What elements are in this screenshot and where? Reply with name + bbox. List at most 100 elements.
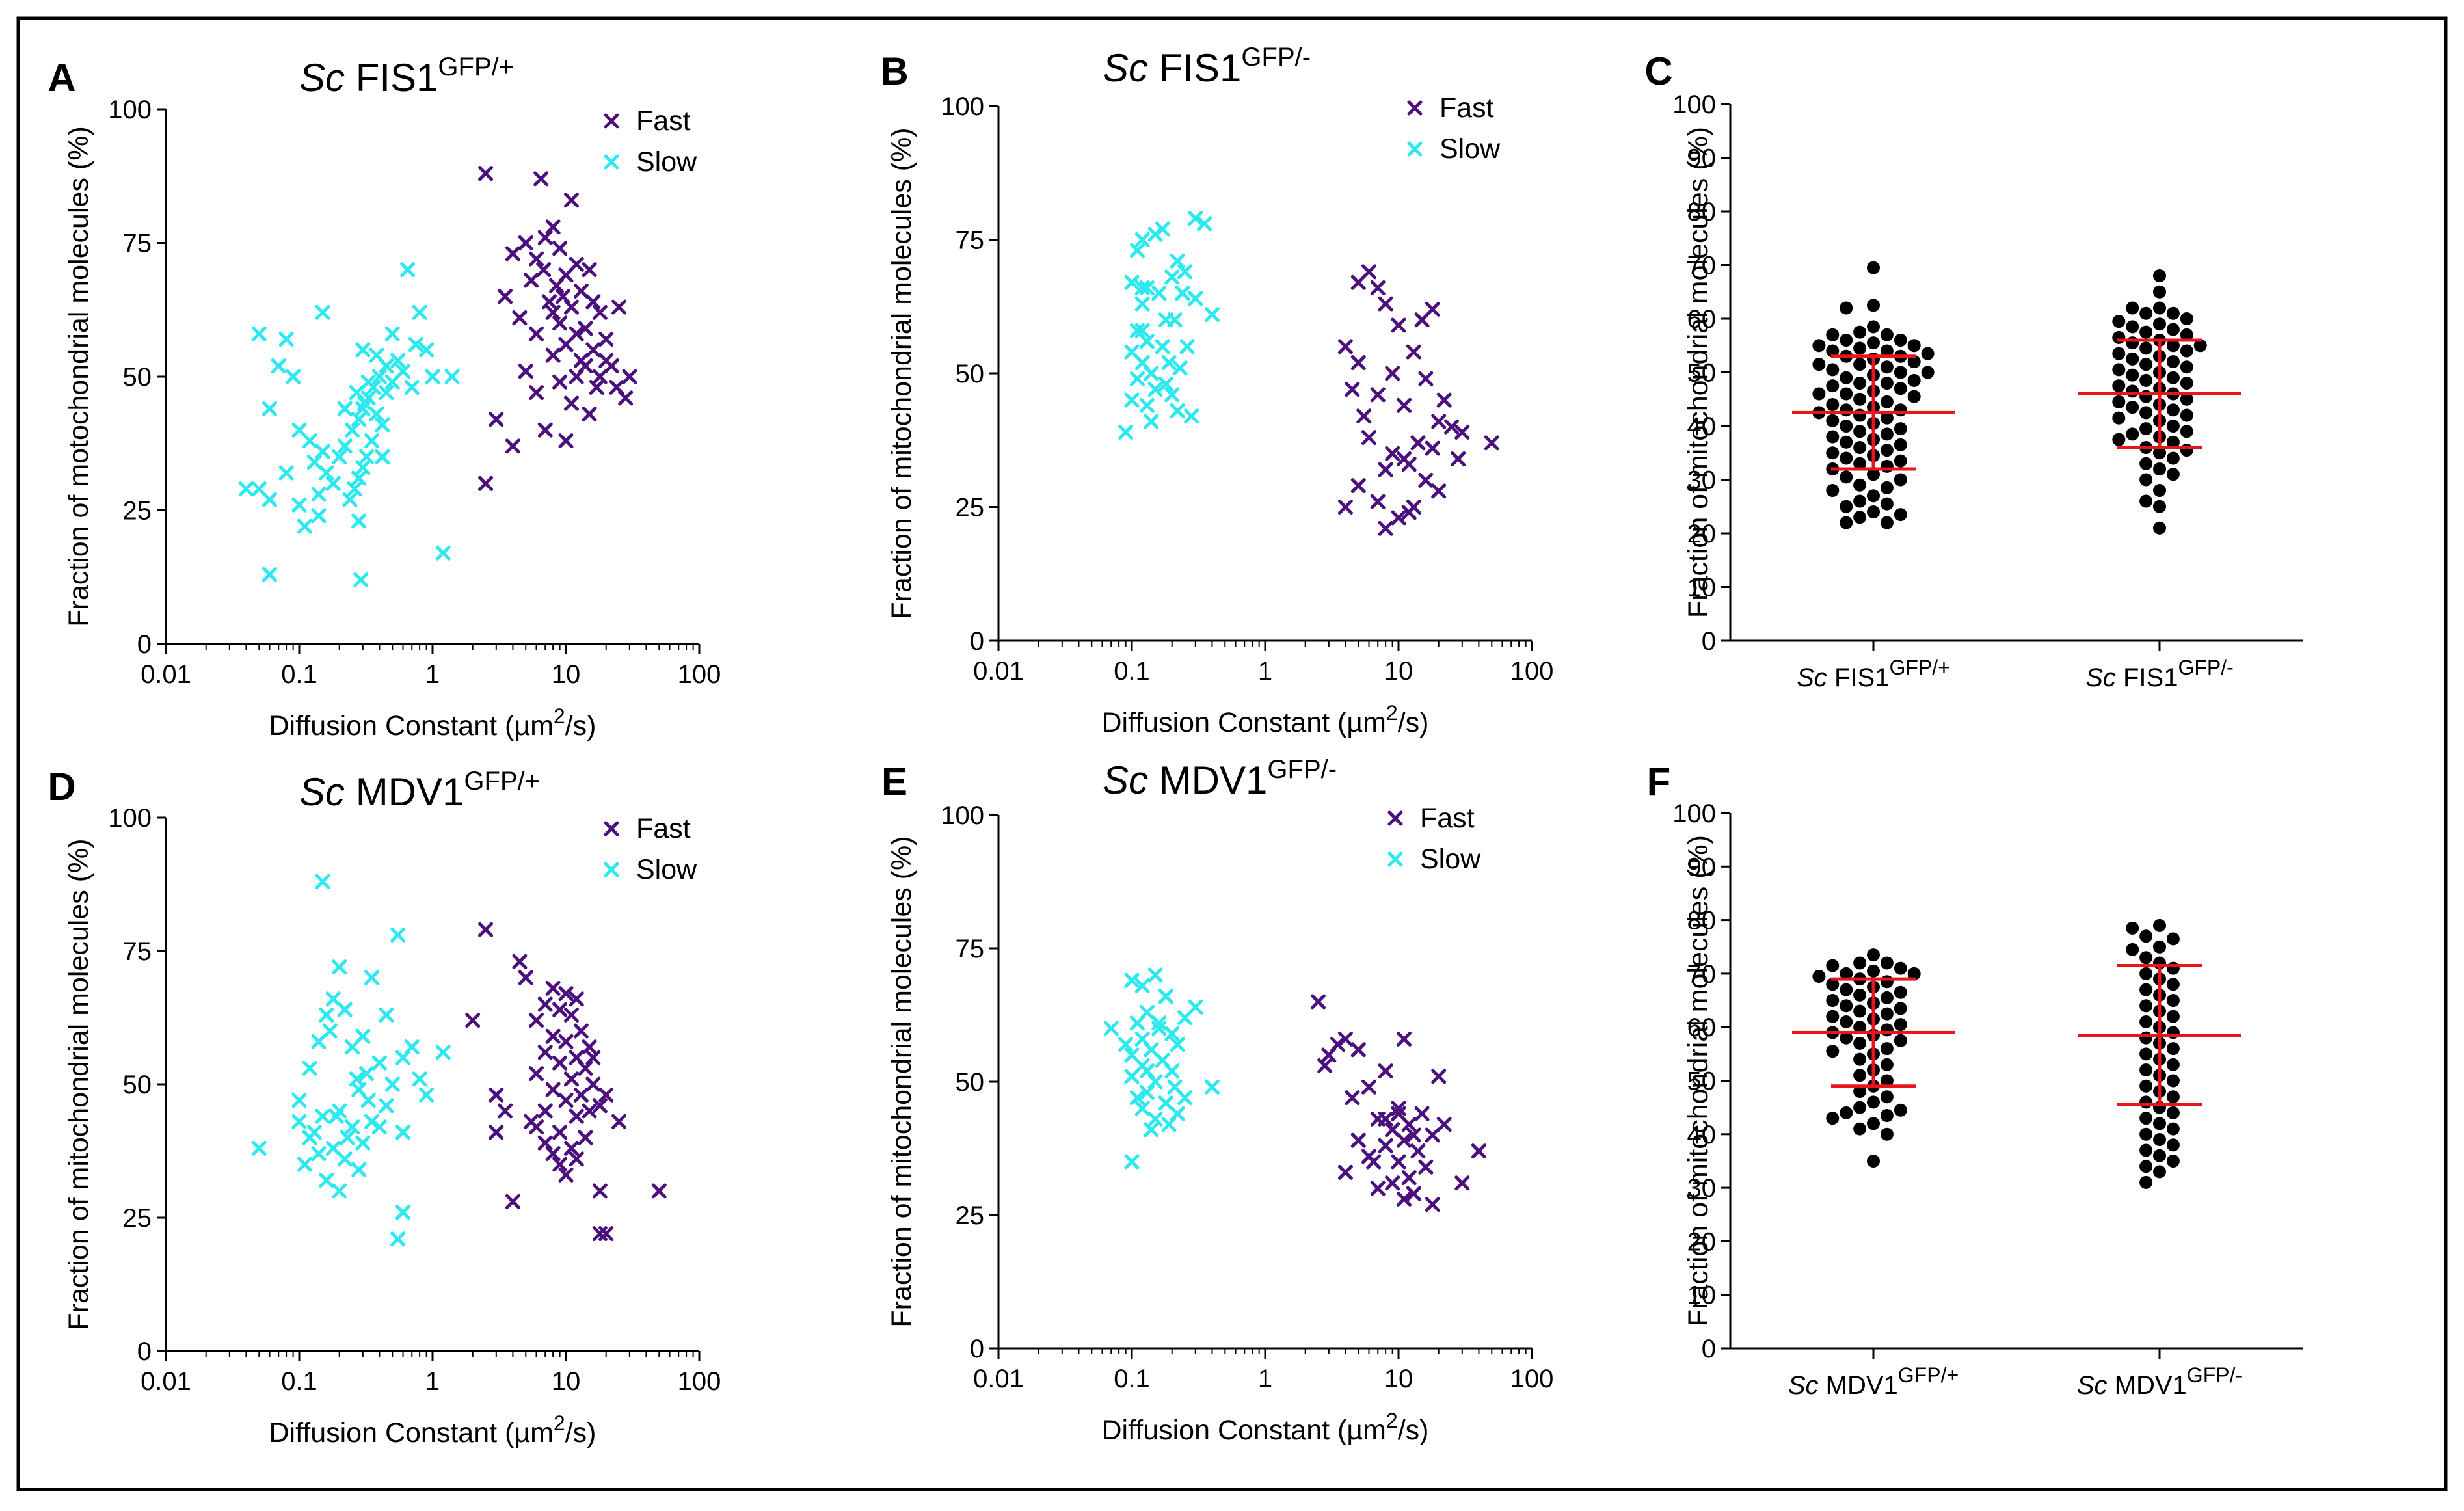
data-point bbox=[1337, 1164, 1353, 1180]
data-point bbox=[1164, 387, 1180, 403]
data-point bbox=[1880, 956, 1894, 970]
data-point bbox=[1921, 366, 1935, 379]
data-point bbox=[419, 1087, 435, 1103]
data-point bbox=[1418, 1159, 1434, 1175]
data-point bbox=[1894, 1034, 1907, 1047]
data-point bbox=[478, 475, 494, 491]
data-point bbox=[2112, 363, 2126, 377]
panel-b: B Sc FIS1GFP/- 0 25 50 75 100 0.01 0.1 1 10 100 Diff… bbox=[880, 43, 1553, 738]
data-point bbox=[585, 1076, 601, 1092]
y-tick-label: 30 bbox=[1687, 466, 1717, 495]
data-point bbox=[1880, 444, 1894, 457]
data-point bbox=[578, 1060, 593, 1076]
data-point bbox=[1853, 478, 1867, 492]
data-point bbox=[1431, 414, 1447, 429]
data-point bbox=[1356, 408, 1372, 424]
panel-title: Sc FIS1GFP/+ bbox=[299, 53, 514, 100]
data-point bbox=[1894, 454, 1907, 468]
data-point bbox=[622, 369, 637, 384]
data-point bbox=[505, 438, 520, 454]
data-point bbox=[2139, 406, 2153, 420]
data-point bbox=[569, 326, 584, 341]
data-point bbox=[1184, 408, 1199, 424]
data-point bbox=[1907, 390, 1921, 403]
data-point bbox=[2153, 500, 2166, 513]
data-point bbox=[1425, 440, 1440, 456]
data-point bbox=[1880, 497, 1894, 511]
data-point bbox=[1385, 1122, 1400, 1138]
data-point bbox=[1177, 264, 1193, 280]
y-tick-label: 30 bbox=[1687, 1174, 1717, 1203]
legend-label-slow: Slow bbox=[1440, 133, 1501, 165]
y-tick-label: 50 bbox=[956, 1068, 985, 1097]
x-tick-label: 100 bbox=[1510, 657, 1554, 686]
data-point bbox=[2166, 1042, 2180, 1056]
data-point bbox=[2180, 312, 2193, 325]
data-point bbox=[2112, 411, 2126, 425]
data-point bbox=[1867, 1117, 1880, 1130]
data-point bbox=[1867, 336, 1880, 350]
data-point bbox=[545, 1146, 561, 1162]
data-point bbox=[1406, 1186, 1421, 1201]
panel-title: Sc FIS1GFP/- bbox=[1103, 43, 1311, 90]
data-point bbox=[1853, 1052, 1867, 1066]
data-point bbox=[1425, 1127, 1440, 1143]
data-point bbox=[271, 358, 286, 374]
data-point bbox=[1867, 1154, 1880, 1168]
data-point bbox=[1853, 1004, 1867, 1018]
y-axis-label: Fraction of mitochondrial molecules (%) bbox=[886, 127, 917, 619]
x-axis-label: Diffusion Constant (µm2/s) bbox=[1101, 701, 1428, 738]
data-point bbox=[1894, 985, 1907, 999]
data-point bbox=[364, 970, 380, 985]
data-point bbox=[1880, 1058, 1894, 1071]
data-point bbox=[1894, 334, 1907, 347]
data-point bbox=[1454, 424, 1470, 440]
data-point bbox=[582, 407, 597, 422]
data-point bbox=[2139, 422, 2153, 436]
data-point bbox=[537, 422, 553, 438]
data-point bbox=[1139, 334, 1155, 349]
data-point bbox=[1317, 1058, 1333, 1073]
data-point bbox=[552, 241, 568, 256]
data-point bbox=[1204, 307, 1220, 323]
data-point bbox=[1396, 397, 1412, 413]
series-fast bbox=[465, 922, 667, 1242]
data-point bbox=[1867, 1095, 1880, 1109]
data-point bbox=[2153, 446, 2166, 460]
y-tick-label: 20 bbox=[1687, 520, 1717, 548]
data-point bbox=[465, 1013, 481, 1028]
data-point bbox=[545, 1028, 561, 1044]
data-point bbox=[371, 369, 387, 384]
data-point bbox=[355, 1135, 371, 1151]
panel-d: D Sc MDV1GFP/+ 0 25 50 75 100 0.01 0.1 1 10 100 Diff… bbox=[47, 765, 721, 1449]
data-point bbox=[1840, 371, 1853, 384]
data-point bbox=[306, 1125, 322, 1140]
data-point bbox=[1129, 1090, 1145, 1106]
data-point bbox=[408, 337, 423, 353]
x-tick-label: 1 bbox=[425, 660, 440, 689]
data-point bbox=[1414, 312, 1430, 328]
data-point bbox=[337, 438, 353, 454]
panel-e: E Sc MDV1GFP/- 0 25 50 75 100 0.01 0.1 1 10 100 Diff… bbox=[881, 755, 1553, 1446]
data-point bbox=[578, 358, 593, 374]
data-point bbox=[1867, 489, 1880, 503]
data-point bbox=[1350, 355, 1366, 371]
data-point bbox=[2139, 1079, 2153, 1093]
series-fast bbox=[1337, 264, 1499, 536]
data-point bbox=[2139, 390, 2153, 403]
data-point bbox=[569, 1151, 584, 1167]
data-point bbox=[1391, 510, 1406, 526]
data-point bbox=[2153, 317, 2166, 331]
data-point bbox=[2166, 1010, 2180, 1023]
data-point bbox=[419, 342, 435, 358]
x-tick-label: 1 bbox=[425, 1367, 440, 1396]
series-fast bbox=[1311, 994, 1486, 1212]
data-point bbox=[1853, 441, 1867, 454]
data-point bbox=[1880, 1074, 1894, 1088]
data-point bbox=[1840, 334, 1853, 347]
data-point bbox=[1158, 1095, 1173, 1111]
data-point bbox=[1840, 1106, 1853, 1119]
data-point bbox=[1840, 451, 1853, 465]
